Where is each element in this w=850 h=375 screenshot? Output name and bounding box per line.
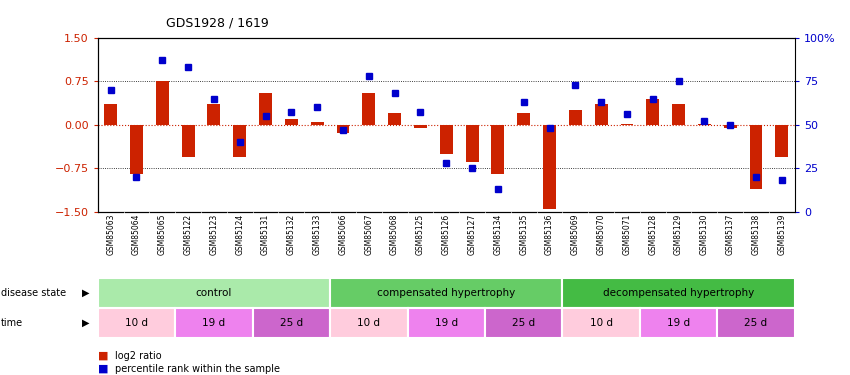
Bar — [330, 308, 407, 338]
Bar — [723, 125, 737, 128]
Bar — [311, 122, 324, 125]
Bar — [233, 125, 246, 157]
Bar — [182, 125, 195, 157]
Bar — [672, 104, 685, 125]
Text: GSM85069: GSM85069 — [571, 214, 580, 255]
Bar — [259, 93, 272, 125]
Bar — [491, 125, 504, 174]
Text: 25 d: 25 d — [280, 318, 303, 327]
Bar — [485, 308, 563, 338]
Text: GSM85130: GSM85130 — [700, 214, 709, 255]
Bar — [717, 308, 795, 338]
Text: log2 ratio: log2 ratio — [115, 351, 162, 361]
Text: ■: ■ — [98, 351, 108, 361]
Text: GSM85065: GSM85065 — [158, 214, 167, 255]
Bar — [646, 99, 660, 125]
Bar — [362, 93, 375, 125]
Text: GDS1928 / 1619: GDS1928 / 1619 — [166, 17, 269, 30]
Bar — [620, 123, 633, 125]
Bar — [156, 81, 169, 125]
Text: compensated hypertrophy: compensated hypertrophy — [377, 288, 515, 297]
Text: GSM85066: GSM85066 — [338, 214, 348, 255]
Text: GSM85133: GSM85133 — [313, 214, 321, 255]
Bar — [285, 119, 297, 125]
Text: GSM85127: GSM85127 — [468, 214, 477, 255]
Text: 10 d: 10 d — [357, 318, 380, 327]
Text: GSM85132: GSM85132 — [286, 214, 296, 255]
Text: GSM85139: GSM85139 — [778, 214, 786, 255]
Bar — [518, 113, 530, 125]
Bar — [439, 125, 453, 154]
Bar — [207, 104, 220, 125]
Bar — [750, 125, 762, 189]
Bar — [130, 125, 143, 174]
Text: GSM85138: GSM85138 — [751, 214, 761, 255]
Bar — [466, 125, 479, 162]
Bar — [388, 113, 401, 125]
Text: 25 d: 25 d — [745, 318, 768, 327]
Bar — [563, 308, 640, 338]
Text: GSM85070: GSM85070 — [597, 214, 606, 255]
Text: GSM85063: GSM85063 — [106, 214, 115, 255]
Text: GSM85064: GSM85064 — [132, 214, 141, 255]
Text: GSM85071: GSM85071 — [622, 214, 632, 255]
Text: GSM85136: GSM85136 — [545, 214, 554, 255]
Text: 19 d: 19 d — [202, 318, 225, 327]
Bar — [414, 125, 427, 128]
Text: ■: ■ — [98, 364, 108, 374]
Bar — [569, 110, 581, 125]
Bar — [595, 104, 608, 125]
Bar — [337, 125, 349, 134]
Text: percentile rank within the sample: percentile rank within the sample — [115, 364, 280, 374]
Text: GSM85067: GSM85067 — [365, 214, 373, 255]
Text: GSM85129: GSM85129 — [674, 214, 683, 255]
Text: GSM85137: GSM85137 — [726, 214, 734, 255]
Bar — [175, 308, 252, 338]
Bar — [98, 308, 175, 338]
Bar — [543, 125, 556, 209]
Text: 19 d: 19 d — [667, 318, 690, 327]
Text: control: control — [196, 288, 232, 297]
Bar — [98, 278, 330, 308]
Text: GSM85135: GSM85135 — [519, 214, 528, 255]
Bar — [698, 123, 711, 125]
Text: decompensated hypertrophy: decompensated hypertrophy — [603, 288, 754, 297]
Bar — [640, 308, 717, 338]
Text: GSM85134: GSM85134 — [493, 214, 502, 255]
Text: GSM85126: GSM85126 — [442, 214, 450, 255]
Text: ▶: ▶ — [82, 288, 90, 297]
Text: GSM85122: GSM85122 — [184, 214, 193, 255]
Text: 10 d: 10 d — [125, 318, 148, 327]
Bar — [105, 104, 117, 125]
Bar — [252, 308, 330, 338]
Text: GSM85125: GSM85125 — [416, 214, 425, 255]
Bar — [563, 278, 795, 308]
Text: GSM85131: GSM85131 — [261, 214, 270, 255]
Text: GSM85123: GSM85123 — [209, 214, 218, 255]
Text: 19 d: 19 d — [434, 318, 458, 327]
Bar — [330, 278, 563, 308]
Bar — [775, 125, 788, 157]
Text: time: time — [1, 318, 23, 327]
Text: ▶: ▶ — [82, 318, 90, 327]
Text: GSM85124: GSM85124 — [235, 214, 244, 255]
Text: GSM85128: GSM85128 — [649, 214, 657, 255]
Text: 10 d: 10 d — [590, 318, 613, 327]
Text: GSM85068: GSM85068 — [390, 214, 400, 255]
Text: 25 d: 25 d — [513, 318, 536, 327]
Text: disease state: disease state — [1, 288, 66, 297]
Bar — [407, 308, 485, 338]
